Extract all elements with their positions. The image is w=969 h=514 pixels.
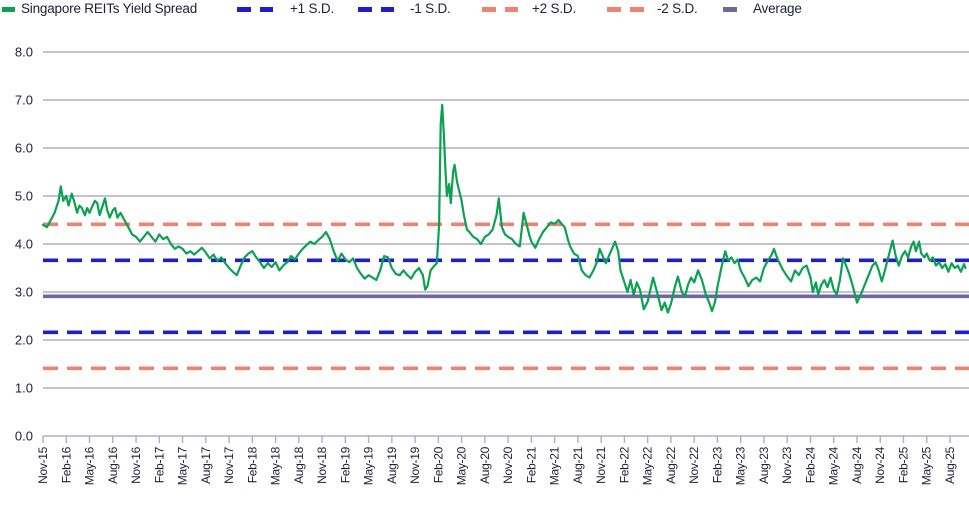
x-tick-label: Aug-18 xyxy=(292,446,306,484)
y-tick-label: 0.0 xyxy=(15,429,33,444)
x-tick-label: May-16 xyxy=(83,446,97,485)
x-tick-label: Aug-19 xyxy=(385,446,399,484)
y-gridlines xyxy=(43,51,969,437)
legend-label: -1 S.D. xyxy=(410,1,451,16)
x-tick-label: Nov-18 xyxy=(315,446,329,484)
x-tick-label: Aug-21 xyxy=(571,446,585,484)
legend-label: Average xyxy=(753,1,802,16)
x-tick-label: Aug-22 xyxy=(664,446,678,484)
legend-swatch-dashed xyxy=(237,7,273,12)
x-tick-label: Nov-19 xyxy=(408,446,422,484)
x-tick-label: Feb-18 xyxy=(245,446,259,483)
x-tick-label: Feb-20 xyxy=(431,446,445,483)
x-tick-label: Feb-19 xyxy=(338,446,352,483)
x-tick-label: May-22 xyxy=(641,446,655,485)
x-tick-label: Feb-23 xyxy=(710,446,724,483)
x-tick-label: May-24 xyxy=(827,446,841,485)
x-tick-label: Nov-16 xyxy=(129,446,143,484)
x-tick-label: Feb-16 xyxy=(59,446,73,483)
x-tick-label: Feb-21 xyxy=(524,446,538,483)
x-tick-label: Nov-15 xyxy=(36,446,50,484)
y-tick-label: 2.0 xyxy=(15,333,33,348)
x-tick-label: Nov-22 xyxy=(687,446,701,484)
x-tick-label: Feb-17 xyxy=(152,446,166,483)
x-tick-label: Aug-17 xyxy=(199,446,213,484)
x-ticks xyxy=(42,436,951,443)
x-tick-label: May-25 xyxy=(920,446,934,485)
y-tick-label: 6.0 xyxy=(15,141,33,156)
legend-label: +1 S.D. xyxy=(290,1,334,16)
y-tick-label: 7.0 xyxy=(15,93,33,108)
y-tick-label: 5.0 xyxy=(15,189,33,204)
x-tick-label: Aug-16 xyxy=(106,446,120,484)
legend-label: +2 S.D. xyxy=(532,1,576,16)
x-tick-label: May-17 xyxy=(176,446,190,485)
reference-lines xyxy=(43,222,969,371)
x-tick-label: Nov-24 xyxy=(873,446,887,484)
chart-legend: Singapore REITs Yield Spread +1 S.D. -1 S.… xyxy=(0,0,969,20)
y-tick-label: 3.0 xyxy=(15,285,33,300)
x-tick-label: Aug-24 xyxy=(850,446,864,484)
legend-label: -2 S.D. xyxy=(657,1,698,16)
x-tick-label: Nov-21 xyxy=(594,446,608,484)
x-tick-label: Nov-20 xyxy=(501,446,515,484)
y-tick-labels: 8.0 7.0 6.0 5.0 4.0 3.0 2.0 1.0 0.0 xyxy=(15,45,33,444)
x-tick-label: May-18 xyxy=(269,446,283,485)
legend-swatch-solid xyxy=(723,7,737,12)
x-tick-labels: Nov-15 Feb-16 May-16 Aug-16 Nov-16 Feb-17 May-… xyxy=(36,446,957,485)
x-tick-label: May-20 xyxy=(455,446,469,485)
x-tick-label: Aug-25 xyxy=(943,446,957,484)
x-tick-label: Feb-22 xyxy=(617,446,631,483)
legend-swatch-dashed xyxy=(607,7,645,12)
legend-swatch-dashed xyxy=(482,7,518,12)
x-tick-label: Nov-17 xyxy=(222,446,236,484)
legend-label: Singapore REITs Yield Spread xyxy=(21,1,198,16)
legend-swatch-dashed xyxy=(358,7,394,12)
x-tick-label: Aug-20 xyxy=(478,446,492,484)
series-line xyxy=(41,103,967,314)
y-tick-label: 4.0 xyxy=(15,237,33,252)
y-tick-label: 8.0 xyxy=(15,45,33,60)
x-tick-label: May-23 xyxy=(734,446,748,485)
x-tick-label: Aug-23 xyxy=(757,446,771,484)
x-tick-label: May-19 xyxy=(362,446,376,485)
x-tick-label: Nov-23 xyxy=(780,446,794,484)
x-tick-label: May-21 xyxy=(548,446,562,485)
legend-swatch-solid xyxy=(2,7,15,12)
x-tick-label: Feb-24 xyxy=(803,446,817,483)
y-tick-label: 1.0 xyxy=(15,381,33,396)
x-tick-label: Feb-25 xyxy=(896,446,910,483)
